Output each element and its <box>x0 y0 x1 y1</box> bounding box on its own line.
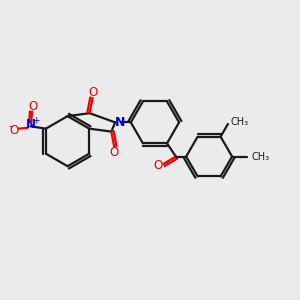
Text: N: N <box>115 116 126 129</box>
Text: CH₃: CH₃ <box>230 117 248 127</box>
Text: O: O <box>154 159 163 172</box>
Text: N: N <box>26 118 36 131</box>
Text: CH₃: CH₃ <box>252 152 270 162</box>
Text: O: O <box>10 124 19 137</box>
Text: O: O <box>88 86 97 99</box>
Text: O: O <box>110 146 119 159</box>
Text: O: O <box>28 100 37 113</box>
Text: +: + <box>32 116 40 125</box>
Text: -: - <box>8 121 12 131</box>
